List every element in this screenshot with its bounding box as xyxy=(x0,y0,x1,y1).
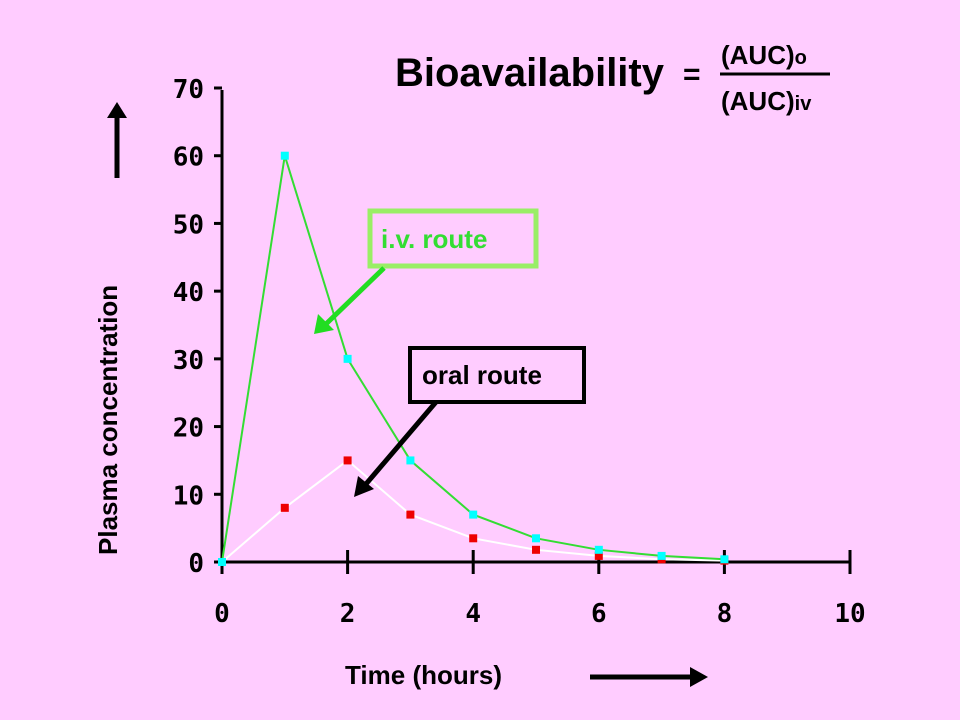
iv-data-point xyxy=(594,545,603,554)
oral-callout-arrow xyxy=(364,400,438,486)
formula-numerator: (AUC)o xyxy=(721,40,807,70)
formula-operator: = xyxy=(683,58,701,91)
iv-data-point xyxy=(218,558,226,566)
oral-callout-arrowhead xyxy=(354,476,374,497)
x-tick-label: 6 xyxy=(591,599,607,629)
y-tick-label: 30 xyxy=(173,346,204,376)
oral-callout-label: oral route xyxy=(422,360,542,390)
iv-data-point xyxy=(280,151,289,160)
y-direction-arrowhead xyxy=(107,102,127,118)
iv-data-point xyxy=(469,510,478,519)
x-direction-arrowhead xyxy=(690,667,708,687)
y-tick-label: 60 xyxy=(173,143,204,173)
iv-data-point xyxy=(720,555,729,564)
x-ticks: 0 2 4 6 8 10 xyxy=(214,550,866,629)
oral-data-point xyxy=(406,510,415,519)
x-tick-label: 10 xyxy=(834,599,865,629)
y-tick-label: 40 xyxy=(173,278,204,308)
oral-data-point xyxy=(469,534,478,543)
iv-series-line xyxy=(221,155,725,563)
oral-data-point xyxy=(343,456,352,465)
iv-callout-box xyxy=(367,208,539,269)
x-tick-label: 8 xyxy=(717,599,733,629)
y-tick-label: 0 xyxy=(188,549,204,579)
iv-data-point xyxy=(657,551,666,560)
formula-lhs: Bioavailability xyxy=(395,51,665,95)
y-tick-label: 70 xyxy=(173,75,204,105)
y-tick-label: 50 xyxy=(173,210,204,240)
y-ticks: 0 10 20 30 40 50 60 70 xyxy=(173,75,222,579)
y-tick-label: 20 xyxy=(173,414,204,444)
x-axis-label: Time (hours) xyxy=(345,660,502,690)
x-tick-label: 2 xyxy=(340,599,356,629)
oral-data-point xyxy=(594,551,603,560)
y-axis-label: Plasma concentration xyxy=(93,285,123,555)
oral-callout-box xyxy=(408,346,586,404)
formula-denominator: (AUC)iv xyxy=(721,86,812,116)
iv-data-point xyxy=(532,534,540,543)
x-tick-label: 4 xyxy=(465,599,481,629)
iv-data-point xyxy=(343,354,352,363)
iv-callout-arrowhead xyxy=(314,314,334,334)
series-group xyxy=(218,151,729,566)
y-tick-label: 10 xyxy=(173,481,204,511)
oral-data-point xyxy=(532,545,540,554)
iv-data-point xyxy=(406,456,415,465)
iv-callout-label: i.v. route xyxy=(381,224,487,254)
x-tick-label: 0 xyxy=(214,599,230,629)
iv-callout-arrow xyxy=(324,266,386,326)
oral-data-point xyxy=(280,503,289,512)
